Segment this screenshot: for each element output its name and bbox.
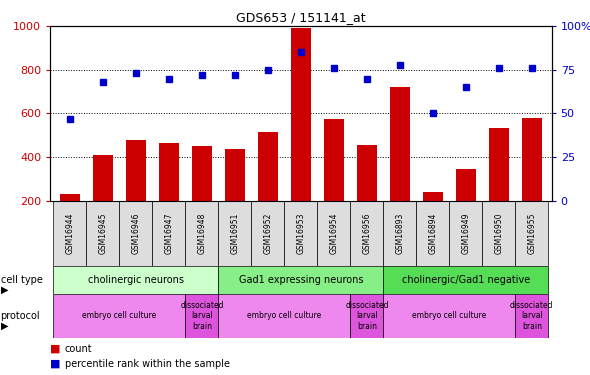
Text: ▶: ▶ — [1, 285, 8, 295]
Bar — [87, 201, 119, 266]
Text: GSM16949: GSM16949 — [461, 213, 470, 254]
Text: embryo cell culture: embryo cell culture — [412, 311, 487, 320]
Bar — [350, 201, 384, 266]
Bar — [152, 201, 185, 266]
Bar — [450, 201, 483, 266]
Text: GSM16945: GSM16945 — [99, 213, 107, 254]
Bar — [456, 169, 476, 201]
Bar — [350, 294, 384, 338]
Title: GDS653 / 151141_at: GDS653 / 151141_at — [236, 11, 366, 24]
Bar — [258, 132, 278, 201]
Text: GSM16956: GSM16956 — [362, 213, 371, 254]
Bar — [119, 201, 152, 266]
Bar — [54, 294, 185, 338]
Text: ■: ■ — [50, 344, 61, 354]
Text: dissociated
larval
brain: dissociated larval brain — [345, 301, 389, 331]
Text: embryo cell culture: embryo cell culture — [247, 311, 322, 320]
Bar — [515, 294, 548, 338]
Bar — [159, 143, 179, 201]
Text: dissociated
larval
brain: dissociated larval brain — [180, 301, 224, 331]
Bar — [93, 155, 113, 201]
Bar — [317, 201, 350, 266]
Text: GSM16944: GSM16944 — [65, 213, 74, 254]
Bar — [384, 294, 515, 338]
Bar — [54, 201, 87, 266]
Text: embryo cell culture: embryo cell culture — [83, 311, 156, 320]
Bar — [384, 266, 548, 294]
Text: ■: ■ — [50, 359, 61, 369]
Bar — [54, 266, 218, 294]
Text: protocol: protocol — [1, 311, 40, 321]
Text: cholinergic/Gad1 negative: cholinergic/Gad1 negative — [402, 275, 530, 285]
Text: GSM16955: GSM16955 — [527, 213, 536, 254]
Bar — [489, 128, 509, 201]
Text: GSM16954: GSM16954 — [329, 213, 339, 254]
Text: count: count — [65, 344, 93, 354]
Bar — [185, 294, 218, 338]
Bar — [218, 201, 251, 266]
Text: GSM16948: GSM16948 — [198, 213, 206, 254]
Text: GSM16951: GSM16951 — [231, 213, 240, 254]
Bar — [284, 201, 317, 266]
Text: percentile rank within the sample: percentile rank within the sample — [65, 359, 230, 369]
Bar — [515, 201, 548, 266]
Bar — [384, 201, 417, 266]
Text: dissociated
larval
brain: dissociated larval brain — [510, 301, 553, 331]
Text: GSM16953: GSM16953 — [296, 213, 306, 254]
Text: cholinergic neurons: cholinergic neurons — [88, 275, 184, 285]
Bar — [126, 140, 146, 201]
Text: Gad1 expressing neurons: Gad1 expressing neurons — [238, 275, 363, 285]
Bar — [185, 201, 218, 266]
Text: GSM16950: GSM16950 — [494, 213, 503, 254]
Text: ▶: ▶ — [1, 320, 8, 330]
Bar — [291, 28, 311, 201]
Bar — [357, 145, 377, 201]
Bar — [324, 119, 344, 201]
Text: GSM16893: GSM16893 — [395, 213, 404, 254]
Bar — [423, 192, 442, 201]
Bar — [225, 149, 245, 201]
Bar — [522, 118, 542, 201]
Text: GSM16894: GSM16894 — [428, 213, 437, 254]
Bar — [218, 294, 350, 338]
Text: GSM16947: GSM16947 — [165, 213, 173, 254]
Bar — [192, 146, 212, 201]
Bar — [483, 201, 515, 266]
Bar — [417, 201, 450, 266]
Bar — [218, 266, 384, 294]
Text: GSM16952: GSM16952 — [263, 213, 273, 254]
Bar — [390, 87, 410, 201]
Text: cell type: cell type — [1, 275, 42, 285]
Bar — [251, 201, 284, 266]
Bar — [60, 194, 80, 201]
Text: GSM16946: GSM16946 — [132, 213, 140, 254]
